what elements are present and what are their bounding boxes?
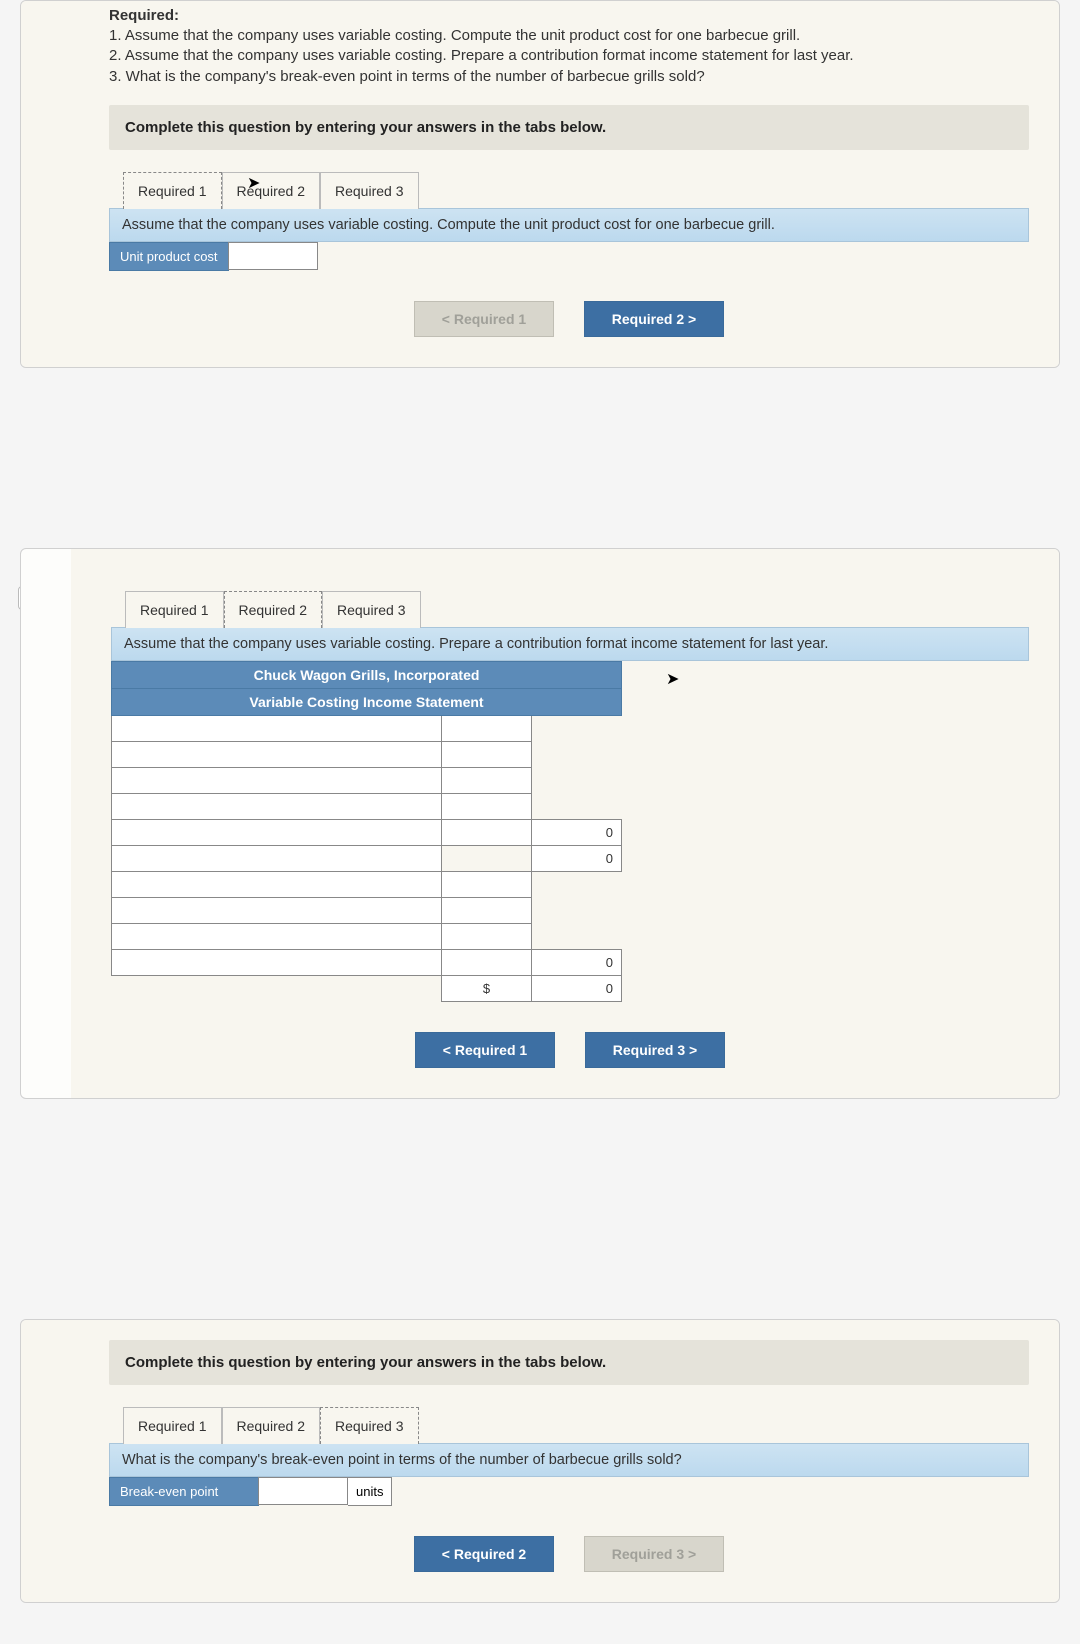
currency-cell: $ (442, 975, 532, 1001)
question-panel-1: Required: 1. Assume that the company use… (20, 0, 1060, 368)
next-button-2[interactable]: Required 3 > (585, 1032, 725, 1068)
table-row[interactable] (112, 819, 442, 845)
question-panel-2: Required 1 Required 2 Required 3 Assume … (20, 548, 1060, 1099)
breakeven-row: Break-even point units (109, 1477, 1029, 1506)
required-item-2: 2. Assume that the company uses variable… (109, 46, 1029, 66)
table-row[interactable] (112, 871, 442, 897)
panel2-inner: Required 1 Required 2 Required 3 Assume … (71, 549, 1059, 1098)
prev-button-2[interactable]: < Required 1 (415, 1032, 555, 1068)
nav-row: < Required 1 Required 2 > (109, 301, 1029, 337)
complete-instruction: Complete this question by entering your … (109, 105, 1029, 150)
table-header-company: Chuck Wagon Grills, Incorporated (112, 661, 622, 688)
table-row[interactable] (112, 741, 442, 767)
panel3-inner: Complete this question by entering your … (21, 1320, 1059, 1602)
table-header-statement: Variable Costing Income Statement (112, 688, 622, 715)
tab-required-3[interactable]: Required 3 (320, 172, 419, 209)
required-item-3: 3. What is the company's break-even poin… (109, 67, 1029, 87)
table-cell-sum: 0 (532, 949, 622, 975)
table-cell[interactable] (442, 715, 532, 741)
tab3-instruction: What is the company's break-even point i… (109, 1443, 1029, 1477)
tab-instruction: Assume that the company uses variable co… (109, 208, 1029, 242)
unit-cost-input[interactable] (228, 242, 318, 270)
tab2-required-2[interactable]: Required 2 (224, 591, 323, 628)
breakeven-label: Break-even point (109, 1477, 259, 1506)
unit-cost-label: Unit product cost (109, 242, 229, 271)
nav-row-3: < Required 2 Required 3 > (109, 1536, 1029, 1572)
tab-required-1[interactable]: Required 1 (123, 172, 222, 209)
table-row[interactable] (112, 767, 442, 793)
nav-row-2: < Required 1 Required 3 > (111, 1032, 1029, 1068)
required-heading: Required: (109, 7, 1029, 24)
tab2-required-3[interactable]: Required 3 (322, 591, 421, 628)
table-row[interactable] (112, 793, 442, 819)
table-row[interactable] (112, 715, 442, 741)
table-cell[interactable] (442, 741, 532, 767)
table-cell[interactable] (442, 793, 532, 819)
table-row[interactable] (112, 923, 442, 949)
unit-cost-row: Unit product cost (109, 242, 1029, 271)
table-cell[interactable] (442, 767, 532, 793)
tab-required-2[interactable]: Required 2 (222, 172, 321, 209)
table-cell-sum: 0 (532, 845, 622, 871)
tab3-required-1[interactable]: Required 1 (123, 1407, 222, 1444)
tab3-required-2[interactable]: Required 2 (222, 1407, 321, 1444)
prev-button[interactable]: < Required 1 (414, 301, 554, 337)
table-row[interactable] (112, 949, 442, 975)
table-cell[interactable] (442, 949, 532, 975)
table-row[interactable] (112, 897, 442, 923)
required-list: 1. Assume that the company uses variable… (109, 26, 1029, 87)
cursor-icon-2: ➤ (666, 669, 679, 689)
next-button-3[interactable]: Required 3 > (584, 1536, 724, 1572)
table-cell[interactable] (442, 897, 532, 923)
next-button[interactable]: Required 2 > (584, 301, 724, 337)
question-panel-3: Complete this question by entering your … (20, 1319, 1060, 1603)
prev-button-3[interactable]: < Required 2 (414, 1536, 554, 1572)
table-cell[interactable] (442, 923, 532, 949)
table-cell[interactable] (442, 871, 532, 897)
tabs-row-2: Required 1 Required 2 Required 3 (125, 591, 1029, 628)
table-cell[interactable] (442, 819, 532, 845)
panel1-inner: Required: 1. Assume that the company use… (21, 1, 1059, 367)
tabs-row-3: Required 1 Required 2 Required 3 (123, 1407, 1029, 1444)
table-row[interactable] (112, 845, 442, 871)
tab2-instruction: Assume that the company uses variable co… (111, 627, 1029, 661)
table-cell-total: 0 (532, 975, 622, 1001)
required-item-1: 1. Assume that the company uses variable… (109, 26, 1029, 46)
table-cell-sum: 0 (532, 819, 622, 845)
tab2-required-1[interactable]: Required 1 (125, 591, 224, 628)
tabs-row: Required 1 Required 2 Required 3 (123, 172, 1029, 209)
income-statement-table: Chuck Wagon Grills, Incorporated Variabl… (111, 661, 622, 1002)
panel2-wrap: 01:54:02 Required 1 Required 2 Required … (0, 548, 1080, 1099)
complete-instruction-3: Complete this question by entering your … (109, 1340, 1029, 1385)
tab3-required-3[interactable]: Required 3 (320, 1407, 419, 1444)
breakeven-input[interactable] (258, 1477, 348, 1505)
breakeven-unit: units (348, 1477, 392, 1506)
